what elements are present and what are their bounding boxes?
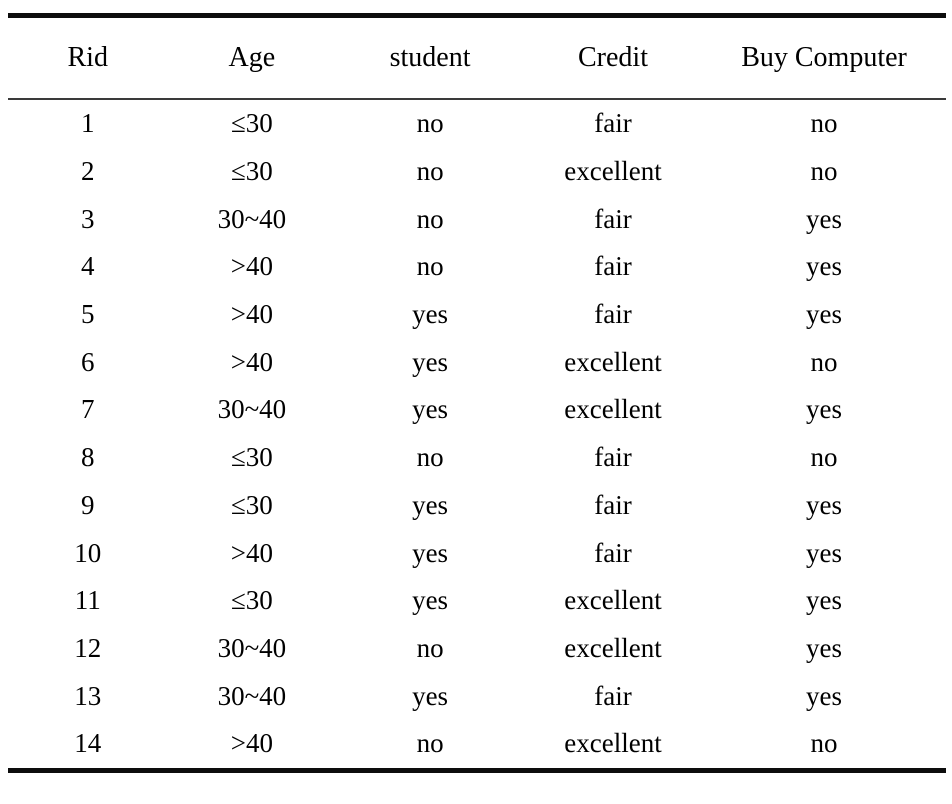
table-cell: yes: [412, 489, 449, 520]
table-cell: 2: [80, 156, 95, 187]
table-cell: yes: [412, 394, 449, 425]
table-cell: 30~40: [217, 680, 287, 711]
table-cell: no: [416, 728, 444, 759]
table-row: 1 ≤30 no fair no: [8, 99, 946, 148]
table-cell: excellent: [564, 394, 662, 425]
table-cell: 6: [80, 346, 95, 377]
table-cell: >40: [230, 728, 273, 759]
table-cell: excellent: [564, 632, 662, 663]
table-cell: yes: [806, 394, 843, 425]
table-row: 13 30~40 yes fair yes: [8, 672, 946, 720]
table-row: 7 30~40 yes excellent yes: [8, 386, 946, 434]
table-cell: excellent: [564, 346, 662, 377]
column-header: Buy Computer: [702, 15, 946, 100]
buy-computer-table: Rid Age student Credit Buy Computer 1 ≤30 no fa…: [8, 13, 946, 773]
table-cell: fair: [594, 108, 632, 139]
table-cell: yes: [412, 680, 449, 711]
table-cell: yes: [806, 251, 843, 282]
table-cell: no: [810, 108, 838, 139]
table-row: 3 30~40 no fair yes: [8, 195, 946, 243]
table-row: 9 ≤30 yes fair yes: [8, 482, 946, 530]
table-cell: 8: [80, 442, 95, 473]
table-cell: ≤30: [230, 108, 273, 139]
table-cell: 30~40: [217, 632, 287, 663]
table-cell: ≤30: [230, 156, 273, 187]
table-cell: ≤30: [230, 442, 273, 473]
table-cell: 12: [74, 632, 102, 663]
table-cell: >40: [230, 537, 273, 568]
table-cell: excellent: [564, 585, 662, 616]
table-row: 4 >40 no fair yes: [8, 243, 946, 291]
table-cell: yes: [806, 632, 843, 663]
column-header: Rid: [8, 15, 168, 100]
table-cell: >40: [230, 299, 273, 330]
table-cell: >40: [230, 251, 273, 282]
table-cell: 13: [74, 680, 102, 711]
table-cell: ≤30: [230, 585, 273, 616]
table-row: 5 >40 yes fair yes: [8, 291, 946, 339]
table-cell: excellent: [564, 728, 662, 759]
column-header: Age: [167, 15, 337, 100]
table-cell: yes: [412, 537, 449, 568]
table-row: 11 ≤30 yes excellent yes: [8, 577, 946, 625]
table-cell: fair: [594, 442, 632, 473]
table-row: 14 >40 no excellent no: [8, 720, 946, 770]
table-cell: ≤30: [230, 489, 273, 520]
column-header: student: [336, 15, 524, 100]
table-cell: >40: [230, 346, 273, 377]
table-cell: 4: [80, 251, 95, 282]
table-cell: fair: [594, 251, 632, 282]
table-cell: no: [416, 108, 444, 139]
table-row: 6 >40 yes excellent no: [8, 338, 946, 386]
table-row: 12 30~40 no excellent yes: [8, 625, 946, 673]
table-cell: no: [416, 156, 444, 187]
table-cell: fair: [594, 680, 632, 711]
table-cell: 9: [80, 489, 95, 520]
table-cell: excellent: [564, 156, 662, 187]
table-cell: 14: [74, 728, 102, 759]
table-cell: no: [416, 203, 444, 234]
table-row: 2 ≤30 no excellent no: [8, 148, 946, 196]
table-cell: no: [810, 728, 838, 759]
table-cell: 30~40: [217, 394, 287, 425]
table-cell: 5: [80, 299, 95, 330]
table-cell: yes: [412, 299, 449, 330]
table-cell: fair: [594, 489, 632, 520]
table-cell: no: [416, 632, 444, 663]
table-cell: yes: [806, 203, 843, 234]
table-cell: no: [416, 442, 444, 473]
table-cell: fair: [594, 537, 632, 568]
table-cell: 7: [80, 394, 95, 425]
table-cell: 11: [74, 585, 101, 616]
table-cell: fair: [594, 203, 632, 234]
header-row: Rid Age student Credit Buy Computer: [8, 15, 946, 100]
table-cell: yes: [806, 489, 843, 520]
table-cell: yes: [412, 346, 449, 377]
table-cell: no: [416, 251, 444, 282]
table-cell: no: [810, 156, 838, 187]
table-cell: yes: [806, 299, 843, 330]
table-cell: 30~40: [217, 203, 287, 234]
table-row: 10 >40 yes fair yes: [8, 529, 946, 577]
table-cell: yes: [806, 585, 843, 616]
table-cell: 10: [74, 537, 102, 568]
table-row: 8 ≤30 no fair no: [8, 434, 946, 482]
table-body: 1 ≤30 no fair no 2 ≤30 no excellent no 3 30~40 no fai…: [8, 99, 946, 770]
table-cell: 3: [80, 203, 95, 234]
table-cell: yes: [806, 680, 843, 711]
table-cell: yes: [412, 585, 449, 616]
column-header: Credit: [523, 15, 703, 100]
table-cell: fair: [594, 299, 632, 330]
table-cell: no: [810, 442, 838, 473]
table-cell: 1: [80, 108, 95, 139]
table-cell: yes: [806, 537, 843, 568]
table-cell: no: [810, 346, 838, 377]
